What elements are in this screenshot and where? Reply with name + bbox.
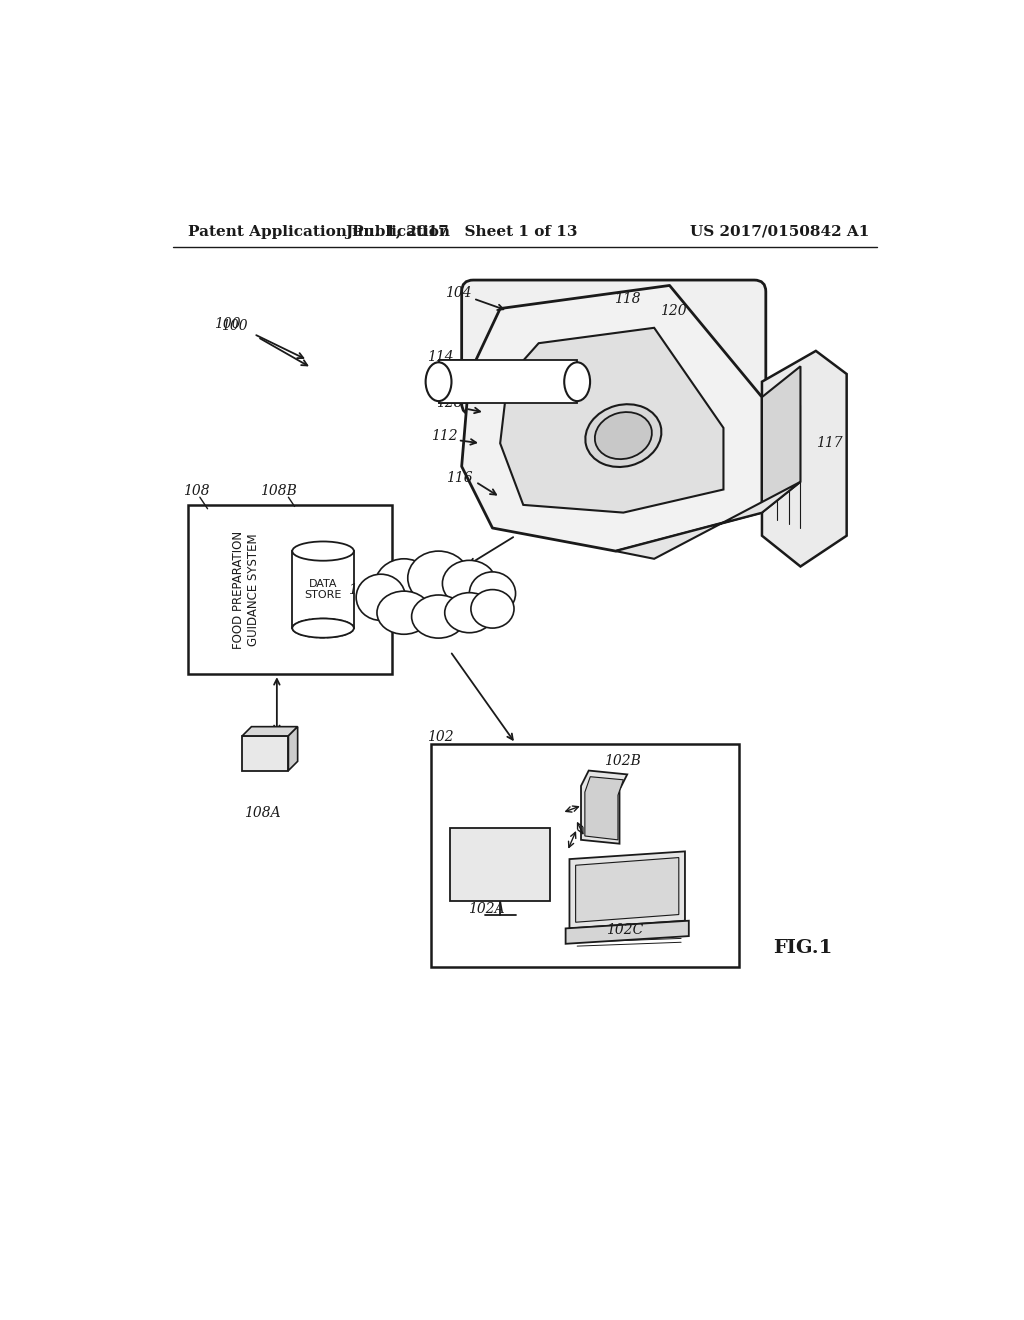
Text: 108A: 108A <box>244 807 281 820</box>
Ellipse shape <box>586 404 662 467</box>
Text: 118: 118 <box>614 292 641 305</box>
Polygon shape <box>615 482 801 558</box>
Polygon shape <box>289 726 298 771</box>
Ellipse shape <box>381 576 497 619</box>
Ellipse shape <box>356 574 406 620</box>
Text: Jun. 1, 2017   Sheet 1 of 13: Jun. 1, 2017 Sheet 1 of 13 <box>345 224 578 239</box>
Ellipse shape <box>292 619 354 638</box>
Text: 108B: 108B <box>260 484 297 498</box>
Ellipse shape <box>564 362 590 401</box>
Text: 114: 114 <box>427 350 454 364</box>
Ellipse shape <box>471 590 514 628</box>
Polygon shape <box>462 285 762 552</box>
Text: 110: 110 <box>348 582 375 597</box>
Text: 116: 116 <box>446 471 473 484</box>
Ellipse shape <box>442 560 497 607</box>
Polygon shape <box>243 726 298 737</box>
Text: US 2017/0150842 A1: US 2017/0150842 A1 <box>690 224 869 239</box>
Polygon shape <box>762 351 847 566</box>
Text: Patent Application Publication: Patent Application Publication <box>188 224 451 239</box>
Text: 128: 128 <box>436 396 463 411</box>
Bar <box>431 743 739 966</box>
Polygon shape <box>581 771 628 843</box>
Bar <box>243 737 289 771</box>
Text: 117: 117 <box>816 437 843 450</box>
Polygon shape <box>575 858 679 923</box>
Text: DATA
STORE: DATA STORE <box>304 578 342 601</box>
Polygon shape <box>438 360 578 404</box>
Polygon shape <box>569 851 685 928</box>
Text: 100: 100 <box>221 319 248 333</box>
FancyBboxPatch shape <box>462 280 766 414</box>
Ellipse shape <box>292 619 354 638</box>
Text: 104: 104 <box>444 286 471 300</box>
Ellipse shape <box>595 412 652 459</box>
Text: 102: 102 <box>427 730 454 744</box>
Bar <box>292 552 354 628</box>
Bar <box>188 506 392 675</box>
Polygon shape <box>500 327 724 512</box>
Bar <box>451 829 550 902</box>
Ellipse shape <box>469 572 515 615</box>
Polygon shape <box>762 367 801 512</box>
Text: 102A: 102A <box>468 902 505 916</box>
Text: FIG.1: FIG.1 <box>773 939 833 957</box>
Ellipse shape <box>444 593 494 632</box>
Text: 112: 112 <box>431 429 458 442</box>
Ellipse shape <box>377 591 431 635</box>
Ellipse shape <box>412 595 466 638</box>
Polygon shape <box>585 776 624 840</box>
Text: 120: 120 <box>660 304 687 318</box>
Ellipse shape <box>426 362 452 401</box>
Text: 102B: 102B <box>604 754 641 767</box>
Text: 102C: 102C <box>606 923 644 937</box>
Text: 108: 108 <box>183 484 210 498</box>
Ellipse shape <box>375 558 433 612</box>
Ellipse shape <box>292 541 354 561</box>
Polygon shape <box>565 921 689 944</box>
Text: 100: 100 <box>214 317 241 331</box>
Text: FOOD PREPARATION
GUIDANCE SYSTEM: FOOD PREPARATION GUIDANCE SYSTEM <box>232 531 260 648</box>
Ellipse shape <box>408 552 469 605</box>
